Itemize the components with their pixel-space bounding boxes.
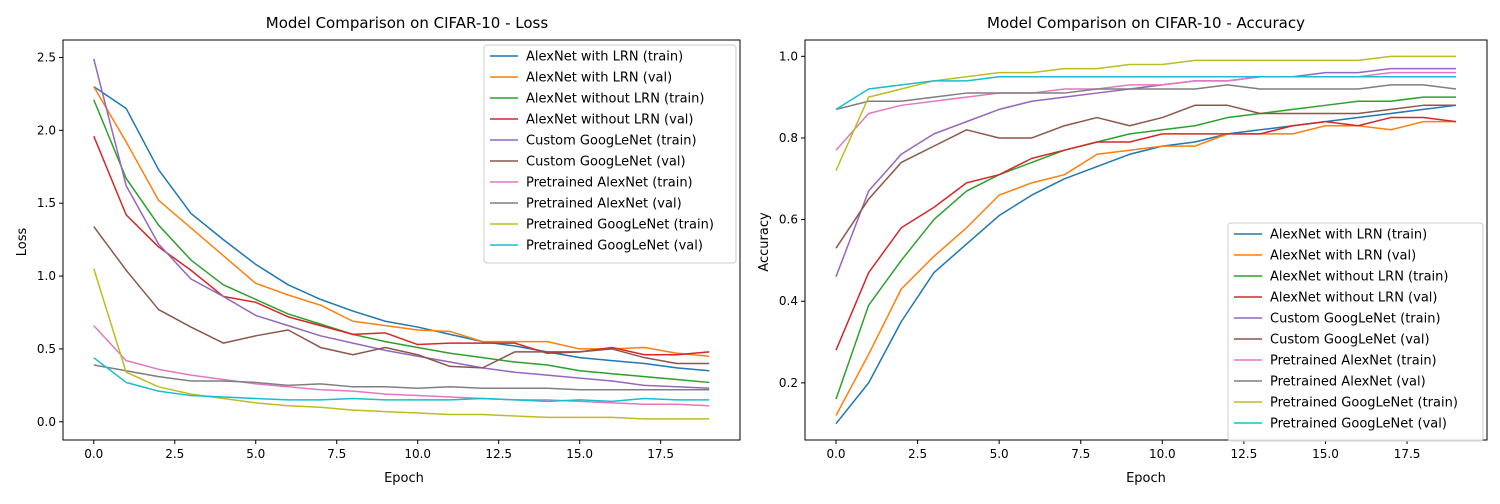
loss-legend-label-9: Pretrained GoogLeNet (val)	[526, 239, 703, 254]
accuracy-legend-label-0: AlexNet with LRN (train)	[1270, 228, 1427, 243]
loss-series-line-2	[93, 99, 710, 384]
loss-series-line-6	[93, 325, 710, 407]
loss-chart-ylabel: Loss	[15, 228, 30, 257]
accuracy-x-tick-label: 17.5	[1394, 447, 1421, 461]
loss-legend-label-4: Custom GoogLeNet (train)	[526, 134, 697, 149]
accuracy-legend-label-3: AlexNet without LRN (val)	[1270, 291, 1437, 306]
accuracy-x-tick-label: 0.0	[826, 447, 845, 461]
accuracy-series-line-4	[835, 67, 1456, 277]
loss-legend-label-8: Pretrained GoogLeNet (train)	[526, 218, 714, 233]
accuracy-series-line-2	[835, 96, 1456, 400]
accuracy-x-tick-label: 2.5	[908, 447, 927, 461]
accuracy-y-tick-label: 0.8	[779, 131, 798, 145]
loss-legend: AlexNet with LRN (train) AlexNet with LRN…	[483, 44, 737, 264]
accuracy-legend-label-2: AlexNet without LRN (train)	[1270, 270, 1448, 285]
loss-chart-title: Model Comparison on CIFAR-10 - Loss	[266, 14, 549, 32]
accuracy-legend-label-6: Pretrained AlexNet (train)	[1270, 354, 1437, 369]
loss-x-tick-label: 17.5	[647, 447, 674, 461]
loss-series-line-8	[93, 268, 710, 420]
accuracy-legend-label-7: Pretrained AlexNet (val)	[1270, 375, 1426, 390]
loss-x-tick-label: 10.0	[404, 447, 431, 461]
accuracy-series-line-3	[835, 116, 1457, 351]
loss-y-tick-label: 1.0	[37, 269, 56, 283]
loss-legend-label-6: Pretrained AlexNet (train)	[526, 176, 693, 191]
loss-series-line-3	[93, 135, 710, 356]
accuracy-y-tick-label: 1.0	[779, 49, 798, 63]
accuracy-legend: AlexNet with LRN (train) AlexNet with LRN…	[1227, 222, 1484, 442]
loss-series-line-7	[93, 364, 710, 391]
loss-x-tick-label: 2.5	[165, 447, 184, 461]
loss-legend-label-5: Custom GoogLeNet (val)	[526, 155, 686, 170]
loss-legend-label-0: AlexNet with LRN (train)	[526, 50, 683, 65]
accuracy-series-line-9	[835, 75, 1456, 111]
accuracy-x-tick-label: 12.5	[1231, 447, 1258, 461]
accuracy-legend-label-5: Custom GoogLeNet (val)	[1270, 333, 1430, 348]
loss-x-tick-label: 0.0	[84, 447, 103, 461]
accuracy-legend-label-9: Pretrained GoogLeNet (val)	[1270, 417, 1447, 432]
loss-x-tick-label: 7.5	[327, 447, 346, 461]
accuracy-y-tick-label: 0.6	[779, 213, 798, 227]
accuracy-chart-xlabel: Epoch	[1126, 471, 1166, 486]
accuracy-x-tick-label: 15.0	[1312, 447, 1339, 461]
accuracy-plot-frame	[804, 39, 1488, 441]
loss-y-tick-label: 2.0	[37, 123, 56, 137]
accuracy-legend-label-4: Custom GoogLeNet (train)	[1270, 312, 1441, 327]
loss-plot-frame	[62, 39, 741, 441]
loss-y-tick-label: 0.5	[37, 342, 56, 356]
loss-chart-xlabel: Epoch	[384, 471, 424, 486]
accuracy-chart-ylabel: Accuracy	[757, 212, 772, 272]
loss-y-tick-label: 2.5	[37, 50, 56, 64]
loss-x-tick-label: 12.5	[485, 447, 512, 461]
accuracy-legend-label-1: AlexNet with LRN (val)	[1270, 249, 1416, 264]
loss-x-tick-label: 5.0	[246, 447, 265, 461]
loss-y-tick-label: 1.5	[37, 196, 56, 210]
loss-series-line-0	[93, 86, 710, 372]
loss-legend-label-7: Pretrained AlexNet (val)	[526, 197, 682, 212]
loss-series-line-9	[93, 357, 710, 403]
loss-x-tick-label: 15.0	[566, 447, 593, 461]
loss-legend-label-2: AlexNet without LRN (train)	[526, 92, 704, 107]
accuracy-legend-box	[1227, 222, 1484, 442]
accuracy-series-line-5	[835, 104, 1456, 249]
loss-legend-label-3: AlexNet without LRN (val)	[526, 113, 693, 128]
loss-chart: Model Comparison on CIFAR-10 - Loss Epoc…	[15, 14, 741, 486]
accuracy-legend-label-8: Pretrained GoogLeNet (train)	[1270, 396, 1458, 411]
accuracy-chart: Model Comparison on CIFAR-10 - Accuracy …	[757, 14, 1488, 486]
accuracy-y-tick-label: 0.4	[779, 294, 798, 308]
accuracy-series-line-0	[835, 104, 1457, 425]
accuracy-x-tick-label: 7.5	[1071, 447, 1090, 461]
accuracy-y-tick-label: 0.2	[779, 376, 798, 390]
loss-y-tick-label: 0.0	[37, 415, 56, 429]
loss-series-line-5	[93, 226, 710, 369]
accuracy-chart-title: Model Comparison on CIFAR-10 - Accuracy	[987, 14, 1305, 32]
loss-series-line-4	[93, 58, 710, 390]
accuracy-x-tick-label: 10.0	[1149, 447, 1176, 461]
loss-legend-box	[483, 44, 737, 264]
accuracy-x-tick-label: 5.0	[990, 447, 1009, 461]
loss-legend-label-1: AlexNet with LRN (val)	[526, 71, 672, 86]
accuracy-series-line-7	[835, 84, 1457, 111]
